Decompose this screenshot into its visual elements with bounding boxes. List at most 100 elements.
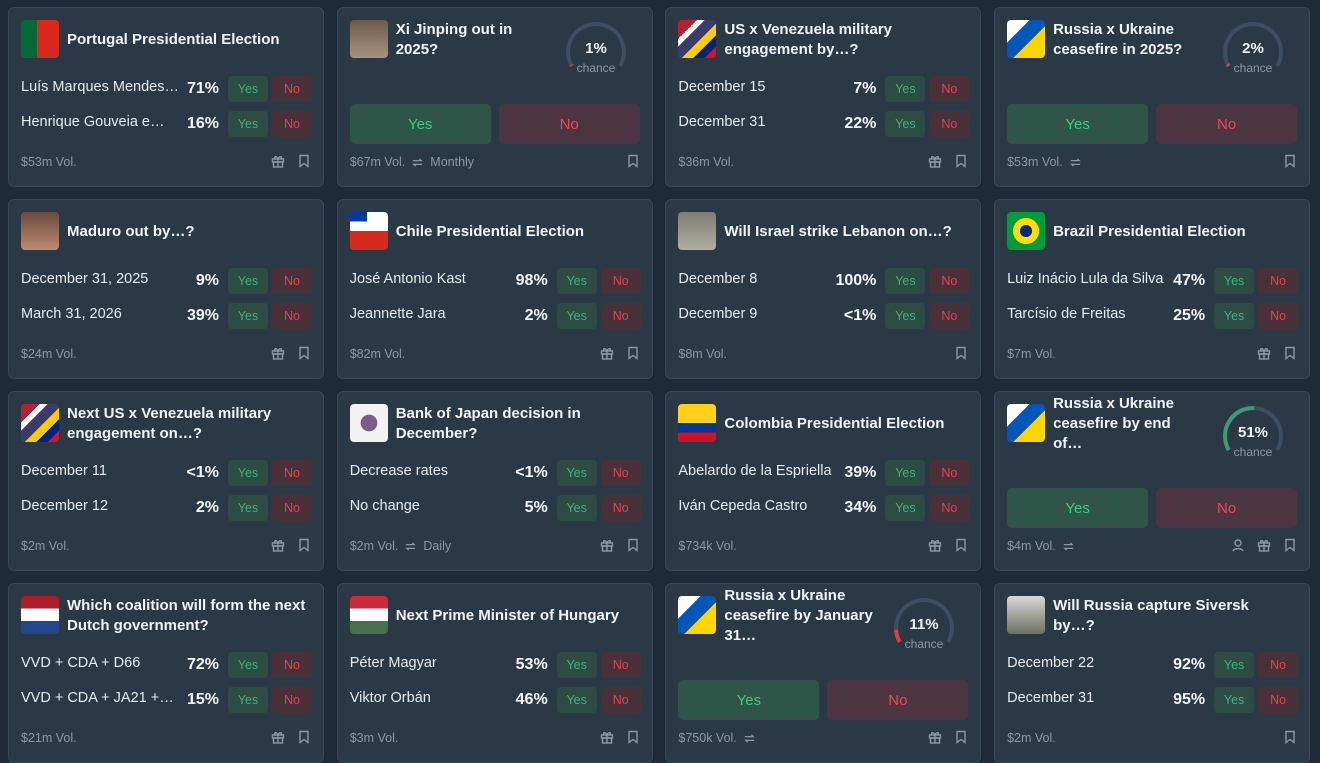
- market-card[interactable]: Next US x Venezuela military engagement …: [8, 391, 324, 571]
- market-card[interactable]: Will Israel strike Lebanon on…? December …: [665, 199, 982, 379]
- market-title[interactable]: Russia x Ukraine ceasefire by January 31…: [724, 587, 873, 644]
- no-button[interactable]: No: [498, 104, 640, 144]
- no-button[interactable]: No: [1258, 687, 1299, 713]
- icon-b[interactable]: [1283, 730, 1297, 744]
- market-title[interactable]: Will Russia capture Siversk by…?: [1053, 597, 1249, 634]
- yes-button[interactable]: Yes: [885, 268, 926, 294]
- no-button[interactable]: No: [272, 303, 312, 329]
- market-title[interactable]: Portugal Presidential Election: [67, 31, 280, 48]
- yes-button[interactable]: Yes: [349, 104, 491, 144]
- market-card[interactable]: Chile Presidential Election José Antonio …: [336, 199, 653, 379]
- yes-button[interactable]: Yes: [885, 460, 926, 486]
- yes-button[interactable]: Yes: [885, 111, 926, 137]
- market-title[interactable]: Russia x Ukraine ceasefire in 2025?: [1053, 21, 1183, 58]
- market-card[interactable]: Portugal Presidential Election Luís Marqu…: [8, 7, 324, 187]
- market-title[interactable]: Russia x Ukraine ceasefire by end of…: [1053, 395, 1174, 452]
- icon-g[interactable]: [928, 730, 942, 744]
- yes-button[interactable]: Yes: [556, 652, 597, 678]
- market-card[interactable]: Russia x Ukraine ceasefire by end of… 51%…: [994, 391, 1311, 571]
- no-button[interactable]: No: [600, 268, 641, 294]
- market-card[interactable]: Will Russia capture Siversk by…? December…: [994, 583, 1311, 763]
- no-button[interactable]: No: [827, 680, 969, 720]
- icon-g[interactable]: [600, 346, 614, 360]
- icon-b[interactable]: [954, 154, 968, 168]
- icon-g[interactable]: [271, 154, 285, 168]
- no-button[interactable]: No: [1258, 268, 1299, 294]
- no-button[interactable]: No: [929, 76, 970, 102]
- no-button[interactable]: No: [600, 687, 641, 713]
- no-button[interactable]: No: [929, 268, 970, 294]
- yes-button[interactable]: Yes: [885, 495, 926, 521]
- yes-button[interactable]: Yes: [556, 303, 597, 329]
- yes-button[interactable]: Yes: [228, 652, 268, 678]
- no-button[interactable]: No: [929, 111, 970, 137]
- icon-g[interactable]: [1257, 538, 1271, 552]
- market-card[interactable]: Bank of Japan decision in December? Decre…: [336, 391, 653, 571]
- yes-button[interactable]: Yes: [678, 680, 820, 720]
- no-button[interactable]: No: [1258, 303, 1299, 329]
- icon-b[interactable]: [626, 538, 640, 552]
- market-title[interactable]: Next US x Venezuela military engagement …: [67, 405, 272, 442]
- market-card[interactable]: Russia x Ukraine ceasefire by January 31…: [665, 583, 982, 763]
- yes-button[interactable]: Yes: [556, 495, 597, 521]
- icon-g[interactable]: [928, 154, 942, 168]
- yes-button[interactable]: Yes: [556, 268, 597, 294]
- no-button[interactable]: No: [929, 495, 970, 521]
- yes-button[interactable]: Yes: [885, 76, 926, 102]
- market-card[interactable]: Brazil Presidential Election Luiz Inácio …: [994, 199, 1311, 379]
- icon-b[interactable]: [954, 730, 968, 744]
- market-card[interactable]: Maduro out by…? December 31, 2025 9% Yes No M…: [8, 199, 324, 379]
- market-title[interactable]: Brazil Presidential Election: [1053, 223, 1246, 240]
- yes-button[interactable]: Yes: [228, 303, 268, 329]
- no-button[interactable]: No: [1156, 488, 1298, 528]
- icon-b[interactable]: [954, 346, 968, 360]
- market-title[interactable]: Next Prime Minister of Hungary: [395, 607, 620, 624]
- no-button[interactable]: No: [1156, 104, 1298, 144]
- market-title[interactable]: Xi Jinping out in 2025?: [395, 21, 513, 58]
- yes-button[interactable]: Yes: [228, 687, 268, 713]
- icon-b[interactable]: [297, 154, 311, 168]
- yes-button[interactable]: Yes: [1214, 652, 1255, 678]
- icon-g[interactable]: [928, 538, 942, 552]
- no-button[interactable]: No: [272, 111, 312, 137]
- icon-b[interactable]: [1283, 346, 1297, 360]
- icon-g[interactable]: [1257, 346, 1271, 360]
- no-button[interactable]: No: [272, 76, 312, 102]
- no-button[interactable]: No: [600, 652, 641, 678]
- no-button[interactable]: No: [272, 495, 312, 521]
- yes-button[interactable]: Yes: [1007, 488, 1149, 528]
- yes-button[interactable]: Yes: [228, 268, 268, 294]
- no-button[interactable]: No: [1258, 652, 1299, 678]
- icon-b[interactable]: [626, 154, 640, 168]
- icon-g[interactable]: [271, 730, 285, 744]
- no-button[interactable]: No: [272, 687, 312, 713]
- no-button[interactable]: No: [600, 460, 641, 486]
- market-title[interactable]: Chile Presidential Election: [395, 223, 585, 240]
- market-card[interactable]: Xi Jinping out in 2025? 1% chance Yes No $67m…: [336, 7, 653, 187]
- yes-button[interactable]: Yes: [228, 76, 268, 102]
- market-title[interactable]: Bank of Japan decision in December?: [395, 405, 581, 442]
- market-title[interactable]: Colombia Presidential Election: [724, 415, 945, 432]
- no-button[interactable]: No: [929, 460, 970, 486]
- yes-button[interactable]: Yes: [1214, 687, 1255, 713]
- market-title[interactable]: US x Venezuela military engagement by…?: [724, 21, 892, 58]
- market-title[interactable]: Will Israel strike Lebanon on…?: [724, 223, 952, 240]
- market-card[interactable]: Next Prime Minister of Hungary Péter Magy…: [336, 583, 653, 763]
- market-title[interactable]: Maduro out by…?: [67, 223, 195, 240]
- yes-button[interactable]: Yes: [556, 687, 597, 713]
- icon-b[interactable]: [626, 346, 640, 360]
- yes-button[interactable]: Yes: [885, 303, 926, 329]
- yes-button[interactable]: Yes: [556, 460, 597, 486]
- no-button[interactable]: No: [600, 495, 641, 521]
- no-button[interactable]: No: [600, 303, 641, 329]
- icon-b[interactable]: [297, 730, 311, 744]
- market-card[interactable]: Colombia Presidential Election Abelardo d…: [665, 391, 982, 571]
- icon-b[interactable]: [954, 538, 968, 552]
- icon-b[interactable]: [1283, 154, 1297, 168]
- yes-button[interactable]: Yes: [1007, 104, 1149, 144]
- icon-p[interactable]: [1231, 538, 1245, 552]
- no-button[interactable]: No: [272, 460, 312, 486]
- market-card[interactable]: Russia x Ukraine ceasefire in 2025? 2% cha…: [994, 7, 1311, 187]
- icon-b[interactable]: [626, 730, 640, 744]
- icon-g[interactable]: [271, 346, 285, 360]
